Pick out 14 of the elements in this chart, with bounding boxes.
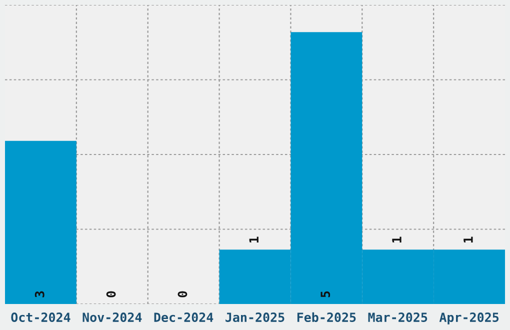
x-tick-label: Nov-2024 [82,312,142,322]
data-label: 1 [464,236,473,243]
data-label: 0 [178,291,188,298]
x-tick-label: Feb-2025 [297,312,356,322]
data-label: 3 [34,291,44,298]
x-tick-label: Oct-2024 [11,312,70,322]
x-tick-label: Mar-2025 [368,312,428,322]
data-label: 1 [249,236,258,243]
data-label: 0 [106,291,116,298]
data-label: 5 [320,291,330,298]
data-label: 1 [392,236,402,243]
x-tick-label: Jan-2025 [226,312,284,322]
x-tick-label: Apr-2025 [439,312,499,324]
x-tick-label: Dec-2024 [154,312,214,322]
